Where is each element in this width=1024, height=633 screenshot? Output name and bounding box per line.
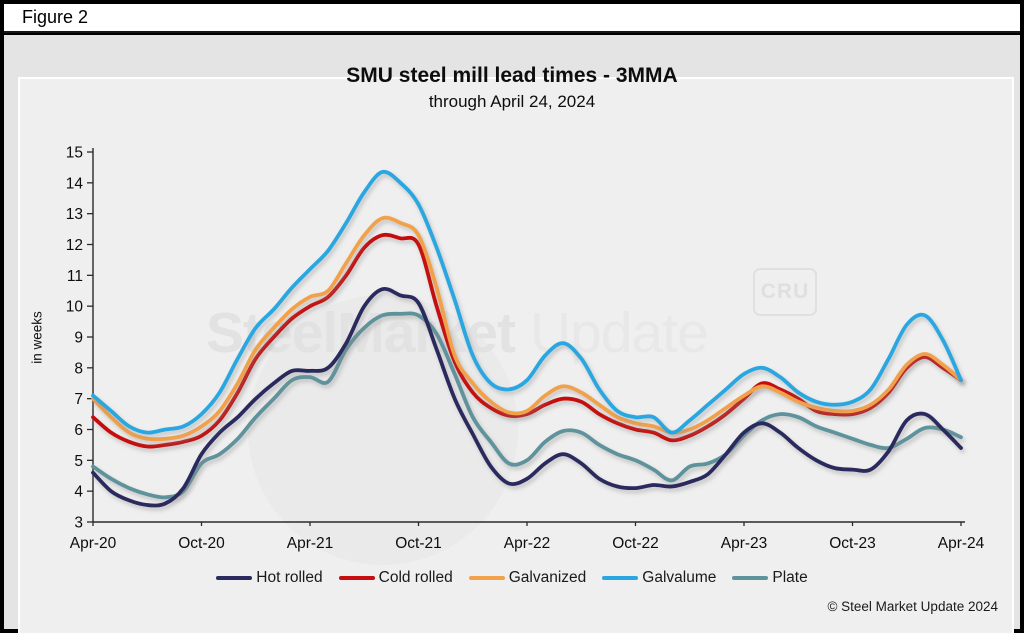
legend-swatch-plate [732, 575, 769, 581]
chart-subtitle: through April 24, 2024 [428, 92, 596, 111]
legend-item-plate: Plate [732, 569, 808, 587]
legend-label: Plate [772, 569, 808, 586]
figure-header: Figure 2 [4, 4, 1020, 33]
chart-legend: Hot rolled Cold rolled Galvanized Galvalume… [0, 569, 1024, 587]
legend-label: Galvanized [508, 569, 587, 586]
copyright-text: © Steel Market Update 2024 [827, 599, 998, 614]
legend-item-galvalume: Galvalume [602, 569, 716, 587]
legend-label: Galvalume [642, 569, 717, 586]
legend-item-cold-rolled: Cold rolled [338, 569, 453, 587]
cru-watermark-badge: CRU [753, 268, 817, 316]
legend-item-galvanized: Galvanized [468, 569, 587, 587]
legend-label: Cold rolled [378, 569, 453, 586]
legend-swatch-cold-rolled [338, 575, 375, 581]
watermark-update: Update [515, 301, 709, 365]
watermark-steelmarket: SteelMarket [206, 301, 516, 365]
y-axis-title: in weeks [29, 311, 45, 364]
chart-title: SMU steel mill lead times - 3MMA [346, 64, 678, 87]
watermark-text: SteelMarket Update [206, 300, 709, 366]
legend-label: Hot rolled [256, 569, 323, 586]
legend-swatch-hot-rolled [216, 575, 253, 581]
legend-item-hot-rolled: Hot rolled [216, 569, 323, 587]
legend-swatch-galvalume [602, 575, 639, 581]
figure-label: Figure 2 [22, 7, 89, 27]
legend-swatch-galvanized [468, 575, 505, 581]
